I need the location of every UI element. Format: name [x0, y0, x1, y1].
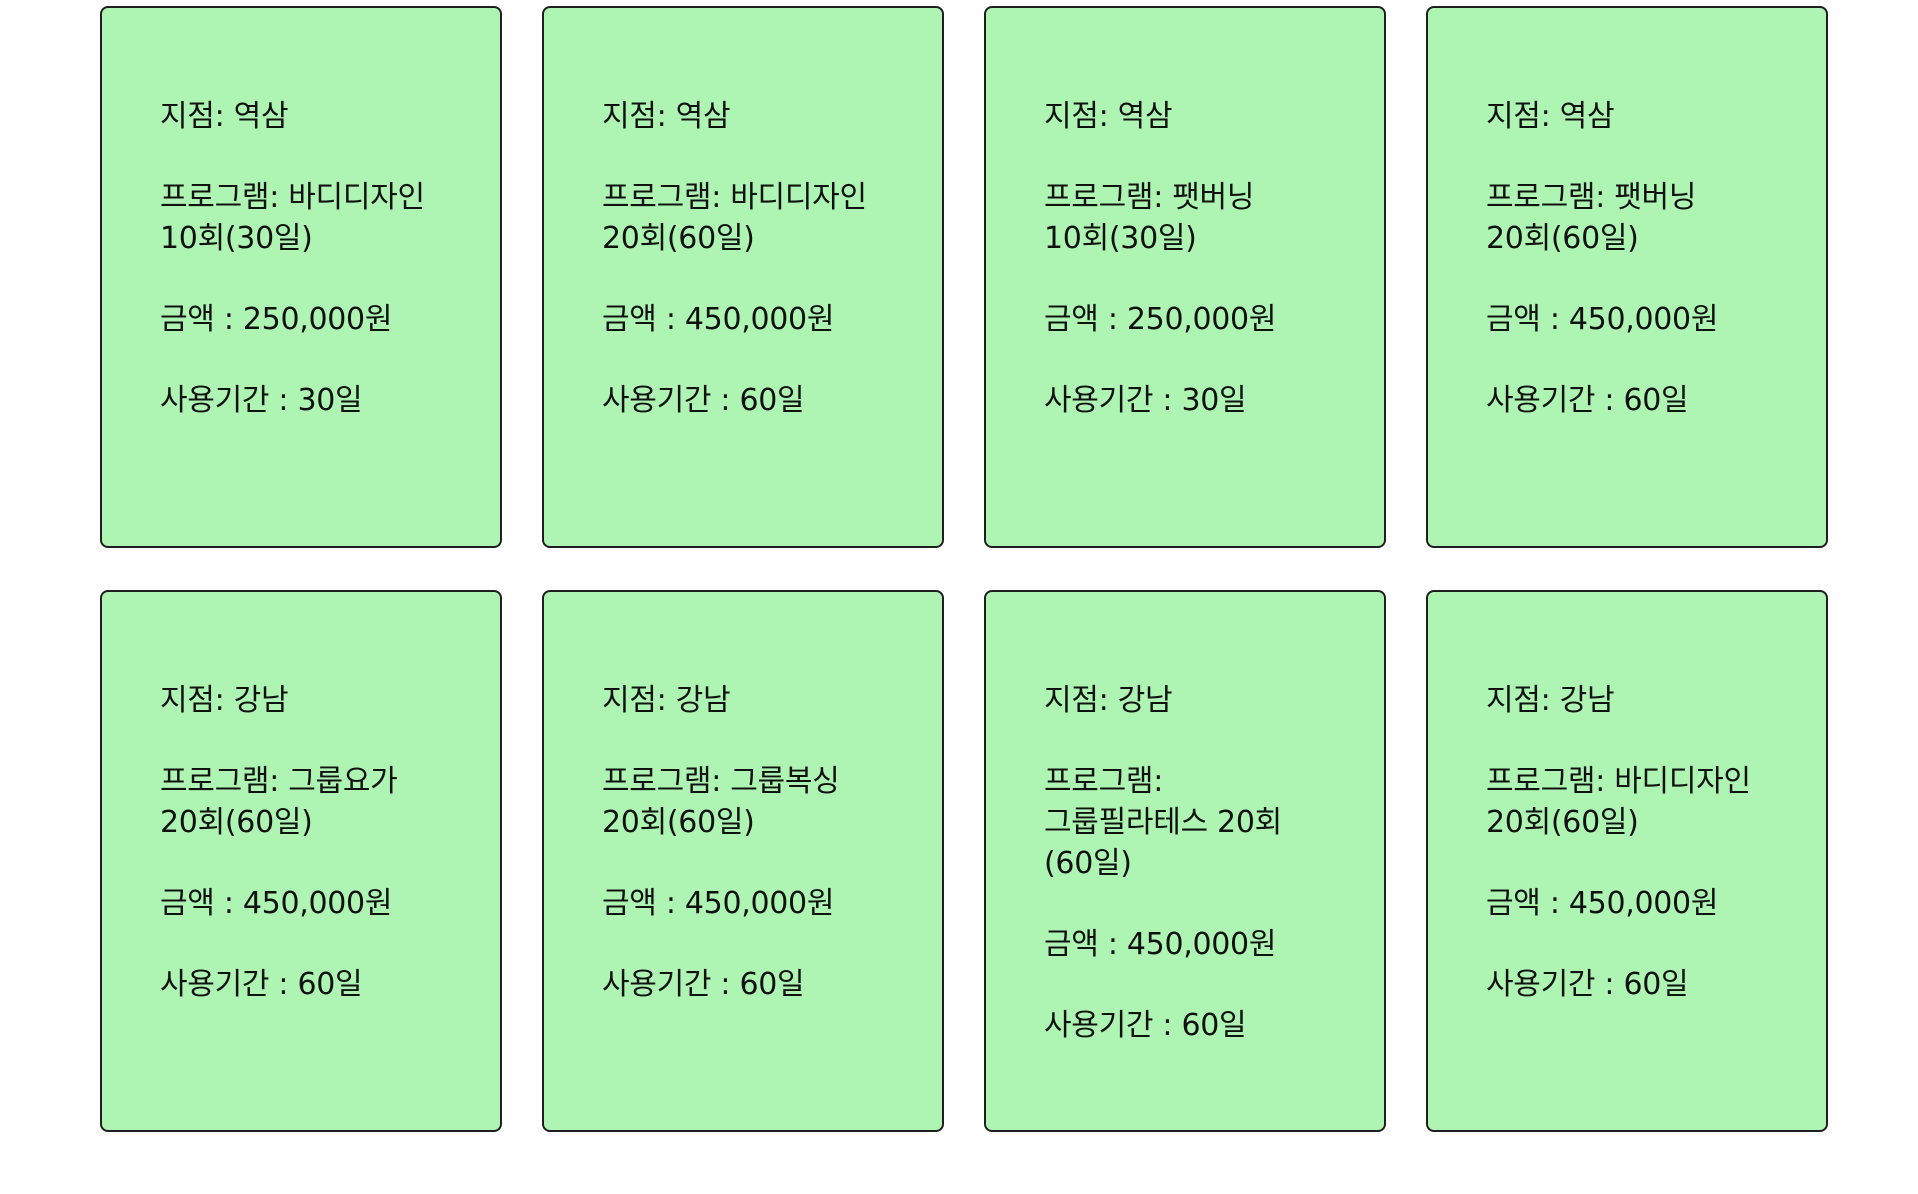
membership-card[interactable]: 지점: 강남 프로그램: 바디디자인 20회(60일) 금액 : 450,000… [1426, 590, 1828, 1132]
membership-card[interactable]: 지점: 역삼 프로그램: 바디디자인 20회(60일) 금액 : 450,000… [542, 6, 944, 548]
membership-card-grid: 지점: 역삼 프로그램: 바디디자인 10회(30일) 금액 : 250,000… [100, 6, 1828, 1132]
membership-card[interactable]: 지점: 강남 프로그램: 그룹필라테스 20회(60일) 금액 : 450,00… [984, 590, 1386, 1132]
program-label: 프로그램: 바디디자인 20회(60일) [1486, 764, 1751, 840]
branch-label: 지점: 강남 [1044, 683, 1173, 718]
branch-label: 지점: 역삼 [1044, 99, 1173, 134]
branch-label: 지점: 강남 [1486, 683, 1615, 718]
membership-card[interactable]: 지점: 역삼 프로그램: 팻버닝 20회(60일) 금액 : 450,000원 … [1426, 6, 1828, 548]
period-label: 사용기간 : 60일 [160, 967, 363, 1002]
program-label: 프로그램: 그룹복싱 20회(60일) [602, 764, 840, 840]
branch-label: 지점: 강남 [160, 683, 289, 718]
membership-card[interactable]: 지점: 역삼 프로그램: 바디디자인 10회(30일) 금액 : 250,000… [100, 6, 502, 548]
membership-card[interactable]: 지점: 역삼 프로그램: 팻버닝 10회(30일) 금액 : 250,000원 … [984, 6, 1386, 548]
price-label: 금액 : 250,000원 [1044, 302, 1277, 337]
period-label: 사용기간 : 60일 [1044, 1008, 1247, 1043]
program-label: 프로그램: 그룹필라테스 20회(60일) [1044, 764, 1282, 881]
price-label: 금액 : 250,000원 [160, 302, 393, 337]
period-label: 사용기간 : 60일 [602, 383, 805, 418]
branch-label: 지점: 역삼 [602, 99, 731, 134]
period-label: 사용기간 : 30일 [1044, 383, 1247, 418]
period-label: 사용기간 : 60일 [1486, 383, 1689, 418]
period-label: 사용기간 : 30일 [160, 383, 363, 418]
price-label: 금액 : 450,000원 [602, 886, 835, 921]
period-label: 사용기간 : 60일 [602, 967, 805, 1002]
branch-label: 지점: 역삼 [1486, 99, 1615, 134]
program-label: 프로그램: 바디디자인 10회(30일) [160, 180, 425, 256]
program-label: 프로그램: 팻버닝 10회(30일) [1044, 180, 1255, 256]
price-label: 금액 : 450,000원 [1486, 886, 1719, 921]
membership-card[interactable]: 지점: 강남 프로그램: 그룹복싱 20회(60일) 금액 : 450,000원… [542, 590, 944, 1132]
branch-label: 지점: 역삼 [160, 99, 289, 134]
period-label: 사용기간 : 60일 [1486, 967, 1689, 1002]
membership-card[interactable]: 지점: 강남 프로그램: 그룹요가 20회(60일) 금액 : 450,000원… [100, 590, 502, 1132]
price-label: 금액 : 450,000원 [1044, 927, 1277, 962]
price-label: 금액 : 450,000원 [160, 886, 393, 921]
program-label: 프로그램: 바디디자인 20회(60일) [602, 180, 867, 256]
program-label: 프로그램: 그룹요가 20회(60일) [160, 764, 398, 840]
program-label: 프로그램: 팻버닝 20회(60일) [1486, 180, 1697, 256]
price-label: 금액 : 450,000원 [1486, 302, 1719, 337]
price-label: 금액 : 450,000원 [602, 302, 835, 337]
branch-label: 지점: 강남 [602, 683, 731, 718]
